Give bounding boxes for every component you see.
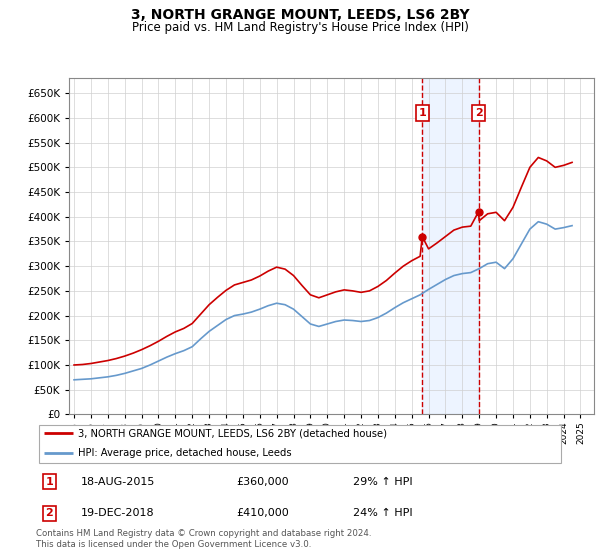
Text: 2: 2 <box>475 108 482 118</box>
FancyBboxPatch shape <box>38 425 562 463</box>
Text: Price paid vs. HM Land Registry's House Price Index (HPI): Price paid vs. HM Land Registry's House … <box>131 21 469 34</box>
Text: HPI: Average price, detached house, Leeds: HPI: Average price, detached house, Leed… <box>78 448 292 458</box>
Text: 18-AUG-2015: 18-AUG-2015 <box>81 477 155 487</box>
Text: 3, NORTH GRANGE MOUNT, LEEDS, LS6 2BY (detached house): 3, NORTH GRANGE MOUNT, LEEDS, LS6 2BY (d… <box>78 428 387 438</box>
Text: 1: 1 <box>418 108 426 118</box>
Text: Contains HM Land Registry data © Crown copyright and database right 2024.
This d: Contains HM Land Registry data © Crown c… <box>36 529 371 549</box>
Text: £360,000: £360,000 <box>236 477 289 487</box>
Text: 2: 2 <box>46 508 53 519</box>
Text: 1: 1 <box>46 477 53 487</box>
Text: £410,000: £410,000 <box>236 508 289 519</box>
Text: 24% ↑ HPI: 24% ↑ HPI <box>353 508 412 519</box>
Bar <box>422 78 478 414</box>
Text: 3, NORTH GRANGE MOUNT, LEEDS, LS6 2BY: 3, NORTH GRANGE MOUNT, LEEDS, LS6 2BY <box>131 8 469 22</box>
Text: 29% ↑ HPI: 29% ↑ HPI <box>353 477 412 487</box>
Text: 19-DEC-2018: 19-DEC-2018 <box>81 508 155 519</box>
